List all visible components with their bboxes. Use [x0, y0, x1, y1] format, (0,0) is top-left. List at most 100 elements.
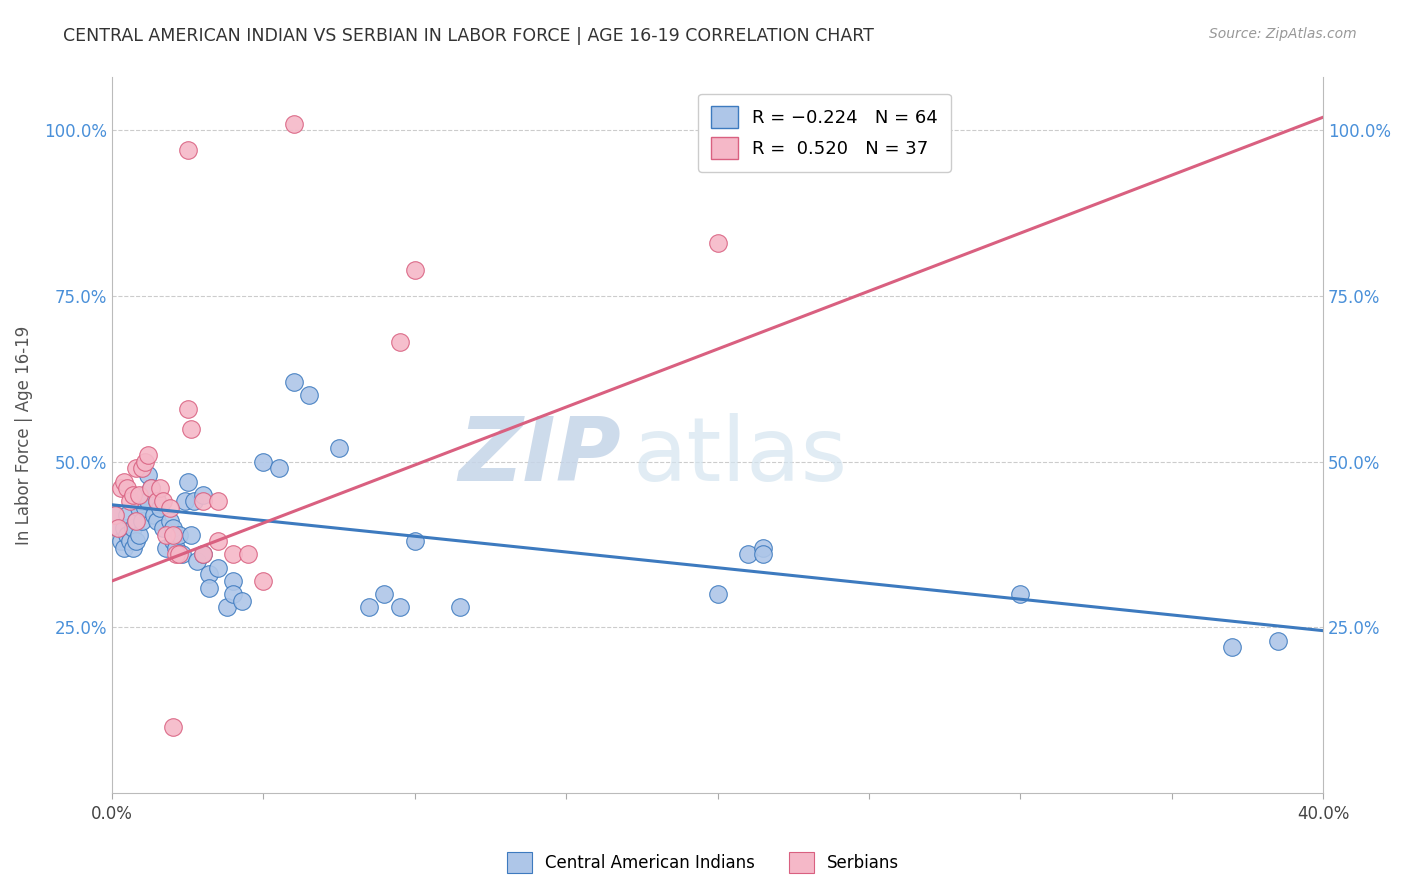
- Point: [162, 527, 184, 541]
- Point: [131, 461, 153, 475]
- Point: [191, 548, 214, 562]
- Point: [706, 587, 728, 601]
- Point: [207, 560, 229, 574]
- Point: [207, 534, 229, 549]
- Text: Source: ZipAtlas.com: Source: ZipAtlas.com: [1209, 27, 1357, 41]
- Point: [128, 501, 150, 516]
- Point: [191, 494, 214, 508]
- Point: [115, 508, 138, 522]
- Point: [125, 461, 148, 475]
- Point: [152, 494, 174, 508]
- Point: [131, 494, 153, 508]
- Point: [183, 494, 205, 508]
- Point: [125, 514, 148, 528]
- Point: [128, 488, 150, 502]
- Point: [125, 514, 148, 528]
- Point: [191, 488, 214, 502]
- Point: [146, 494, 169, 508]
- Point: [149, 481, 172, 495]
- Point: [215, 600, 238, 615]
- Point: [298, 388, 321, 402]
- Point: [283, 117, 305, 131]
- Point: [122, 488, 145, 502]
- Point: [146, 494, 169, 508]
- Point: [104, 508, 127, 522]
- Point: [186, 554, 208, 568]
- Point: [180, 527, 202, 541]
- Point: [149, 501, 172, 516]
- Point: [176, 144, 198, 158]
- Point: [136, 494, 159, 508]
- Point: [120, 494, 142, 508]
- Text: atlas: atlas: [633, 413, 848, 500]
- Text: CENTRAL AMERICAN INDIAN VS SERBIAN IN LABOR FORCE | AGE 16-19 CORRELATION CHART: CENTRAL AMERICAN INDIAN VS SERBIAN IN LA…: [63, 27, 875, 45]
- Point: [107, 521, 129, 535]
- Point: [207, 494, 229, 508]
- Point: [198, 581, 221, 595]
- Point: [122, 521, 145, 535]
- Point: [267, 461, 290, 475]
- Point: [131, 514, 153, 528]
- Point: [110, 481, 132, 495]
- Point: [125, 534, 148, 549]
- Point: [162, 521, 184, 535]
- Point: [162, 720, 184, 734]
- Point: [173, 494, 195, 508]
- Point: [252, 455, 274, 469]
- Point: [107, 521, 129, 535]
- Legend: Central American Indians, Serbians: Central American Indians, Serbians: [501, 846, 905, 880]
- Point: [222, 574, 245, 588]
- Point: [146, 514, 169, 528]
- Point: [238, 548, 260, 562]
- Point: [155, 527, 177, 541]
- Point: [165, 548, 187, 562]
- Point: [112, 541, 135, 555]
- Point: [134, 488, 156, 502]
- Point: [152, 521, 174, 535]
- Point: [373, 587, 395, 601]
- Legend: R = −0.224   N = 64, R =  0.520   N = 37: R = −0.224 N = 64, R = 0.520 N = 37: [699, 94, 950, 172]
- Point: [136, 467, 159, 482]
- Point: [176, 401, 198, 416]
- Point: [752, 541, 775, 555]
- Point: [231, 594, 253, 608]
- Point: [404, 534, 426, 549]
- Y-axis label: In Labor Force | Age 16-19: In Labor Force | Age 16-19: [15, 326, 32, 545]
- Point: [155, 541, 177, 555]
- Point: [737, 548, 759, 562]
- Point: [165, 541, 187, 555]
- Point: [404, 262, 426, 277]
- Point: [143, 508, 166, 522]
- Point: [388, 335, 411, 350]
- Point: [104, 508, 127, 522]
- Point: [170, 548, 193, 562]
- Point: [141, 481, 163, 495]
- Point: [112, 521, 135, 535]
- Point: [115, 527, 138, 541]
- Point: [159, 501, 181, 516]
- Point: [128, 527, 150, 541]
- Point: [752, 548, 775, 562]
- Point: [198, 567, 221, 582]
- Point: [134, 501, 156, 516]
- Point: [122, 541, 145, 555]
- Point: [120, 534, 142, 549]
- Point: [1220, 640, 1243, 655]
- Point: [167, 527, 190, 541]
- Point: [283, 375, 305, 389]
- Point: [110, 534, 132, 549]
- Point: [252, 574, 274, 588]
- Point: [112, 475, 135, 489]
- Point: [191, 548, 214, 562]
- Point: [134, 455, 156, 469]
- Point: [115, 481, 138, 495]
- Text: ZIP: ZIP: [458, 413, 620, 500]
- Point: [222, 548, 245, 562]
- Point: [449, 600, 471, 615]
- Point: [706, 236, 728, 251]
- Point: [159, 514, 181, 528]
- Point: [167, 548, 190, 562]
- Point: [222, 587, 245, 601]
- Point: [180, 421, 202, 435]
- Point: [388, 600, 411, 615]
